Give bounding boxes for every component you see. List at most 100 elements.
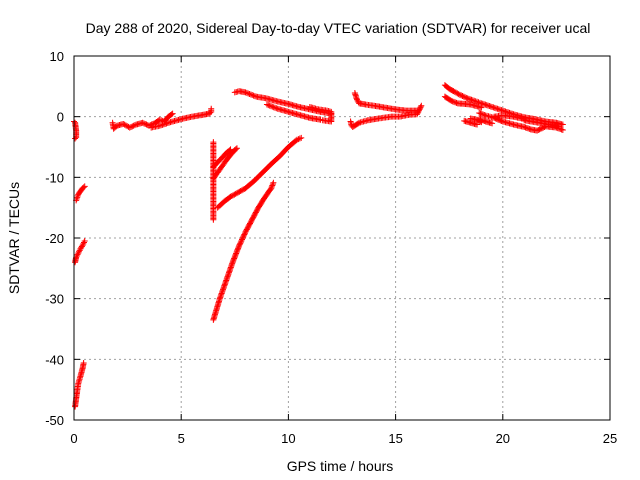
y-tick-label: -50 <box>45 413 64 428</box>
data-point <box>76 247 83 254</box>
x-tick-label: 0 <box>70 431 77 446</box>
data-point <box>267 186 274 193</box>
data-point <box>453 89 460 96</box>
data-point <box>498 118 505 124</box>
y-tick-label: -30 <box>45 292 64 307</box>
data-point <box>80 359 87 366</box>
data-point <box>238 237 245 244</box>
data-point <box>239 235 246 242</box>
x-tick-label: 20 <box>496 431 510 446</box>
data-point <box>273 105 280 112</box>
grid <box>74 56 610 420</box>
x-tick-label: 25 <box>603 431 617 446</box>
data-point <box>124 123 131 130</box>
data-point <box>227 146 234 153</box>
data-point <box>450 88 457 95</box>
data-point <box>73 252 80 259</box>
data-point <box>210 216 217 223</box>
data-point <box>455 91 462 98</box>
data-point <box>295 136 302 143</box>
data-point <box>230 192 237 199</box>
data-point <box>232 190 239 197</box>
x-axis-label: GPS time / hours <box>287 458 394 474</box>
data-point <box>298 134 305 141</box>
data-point <box>266 102 273 109</box>
data-point <box>236 242 243 249</box>
data-point <box>240 232 247 239</box>
data-point <box>268 185 275 192</box>
data-point <box>355 120 362 127</box>
data-point <box>233 145 240 152</box>
data-point <box>122 122 129 129</box>
data-point <box>243 89 250 96</box>
data-point <box>208 105 215 112</box>
data-point <box>559 127 566 134</box>
data-point <box>458 92 465 99</box>
data-point <box>251 93 258 100</box>
data-point <box>293 136 300 143</box>
data-point <box>240 234 247 241</box>
data-point <box>156 116 163 123</box>
data-point <box>237 239 244 246</box>
axes: 0 5 10 15 20 25 -50 -40 -30 -20 -10 0 10 <box>45 49 617 446</box>
data-point <box>131 122 138 129</box>
data-point <box>126 124 133 131</box>
data-point <box>478 104 485 111</box>
data-point <box>267 103 274 110</box>
data-point <box>319 117 326 124</box>
data-point <box>130 122 137 129</box>
data-point <box>79 242 86 249</box>
data-point <box>555 123 562 130</box>
data-point <box>72 135 79 142</box>
data-point <box>140 120 147 127</box>
data-point <box>142 120 149 127</box>
data-point <box>121 121 128 128</box>
y-tick-label: -40 <box>45 352 64 367</box>
data-point <box>418 102 425 109</box>
y-tick-label: 0 <box>57 110 64 125</box>
data-point <box>168 111 175 118</box>
data-point <box>169 110 176 117</box>
x-tick-label: 10 <box>281 431 295 446</box>
data-point <box>269 182 276 189</box>
data-point <box>237 240 244 247</box>
data-point <box>456 91 463 98</box>
x-tick-label: 5 <box>178 431 185 446</box>
data-point <box>139 119 146 126</box>
data-point <box>454 90 461 97</box>
data-point <box>227 193 234 200</box>
chart-title: Day 288 of 2020, Sidereal Day-to-day VTE… <box>86 20 591 36</box>
data-point <box>128 123 135 130</box>
data-point <box>460 93 467 100</box>
data-point <box>228 193 235 200</box>
data-point <box>296 135 303 142</box>
data-point <box>81 239 88 246</box>
data-point <box>250 92 257 99</box>
data-point <box>143 121 150 128</box>
data-point <box>469 97 476 104</box>
data-point <box>129 123 136 130</box>
data-point <box>247 91 254 98</box>
data-point <box>81 238 88 245</box>
data-point <box>559 121 566 128</box>
data-point <box>265 102 272 109</box>
data-point <box>242 89 249 96</box>
data-point <box>461 117 468 124</box>
data-point <box>270 104 277 111</box>
data-point <box>80 184 87 191</box>
data-point <box>489 120 496 127</box>
data-point <box>241 231 248 238</box>
data-point <box>462 94 469 101</box>
data-point <box>236 241 243 248</box>
y-tick-label: -10 <box>45 170 64 185</box>
data-point <box>81 183 88 190</box>
data-point <box>459 93 466 100</box>
y-tick-label: 10 <box>50 49 64 64</box>
data-point <box>270 179 277 186</box>
y-tick-label: -20 <box>45 231 64 246</box>
y-axis-label: SDTVAR / TECUs <box>6 182 22 294</box>
data-point <box>226 147 233 154</box>
data-point <box>76 248 83 255</box>
data-point <box>451 88 458 95</box>
